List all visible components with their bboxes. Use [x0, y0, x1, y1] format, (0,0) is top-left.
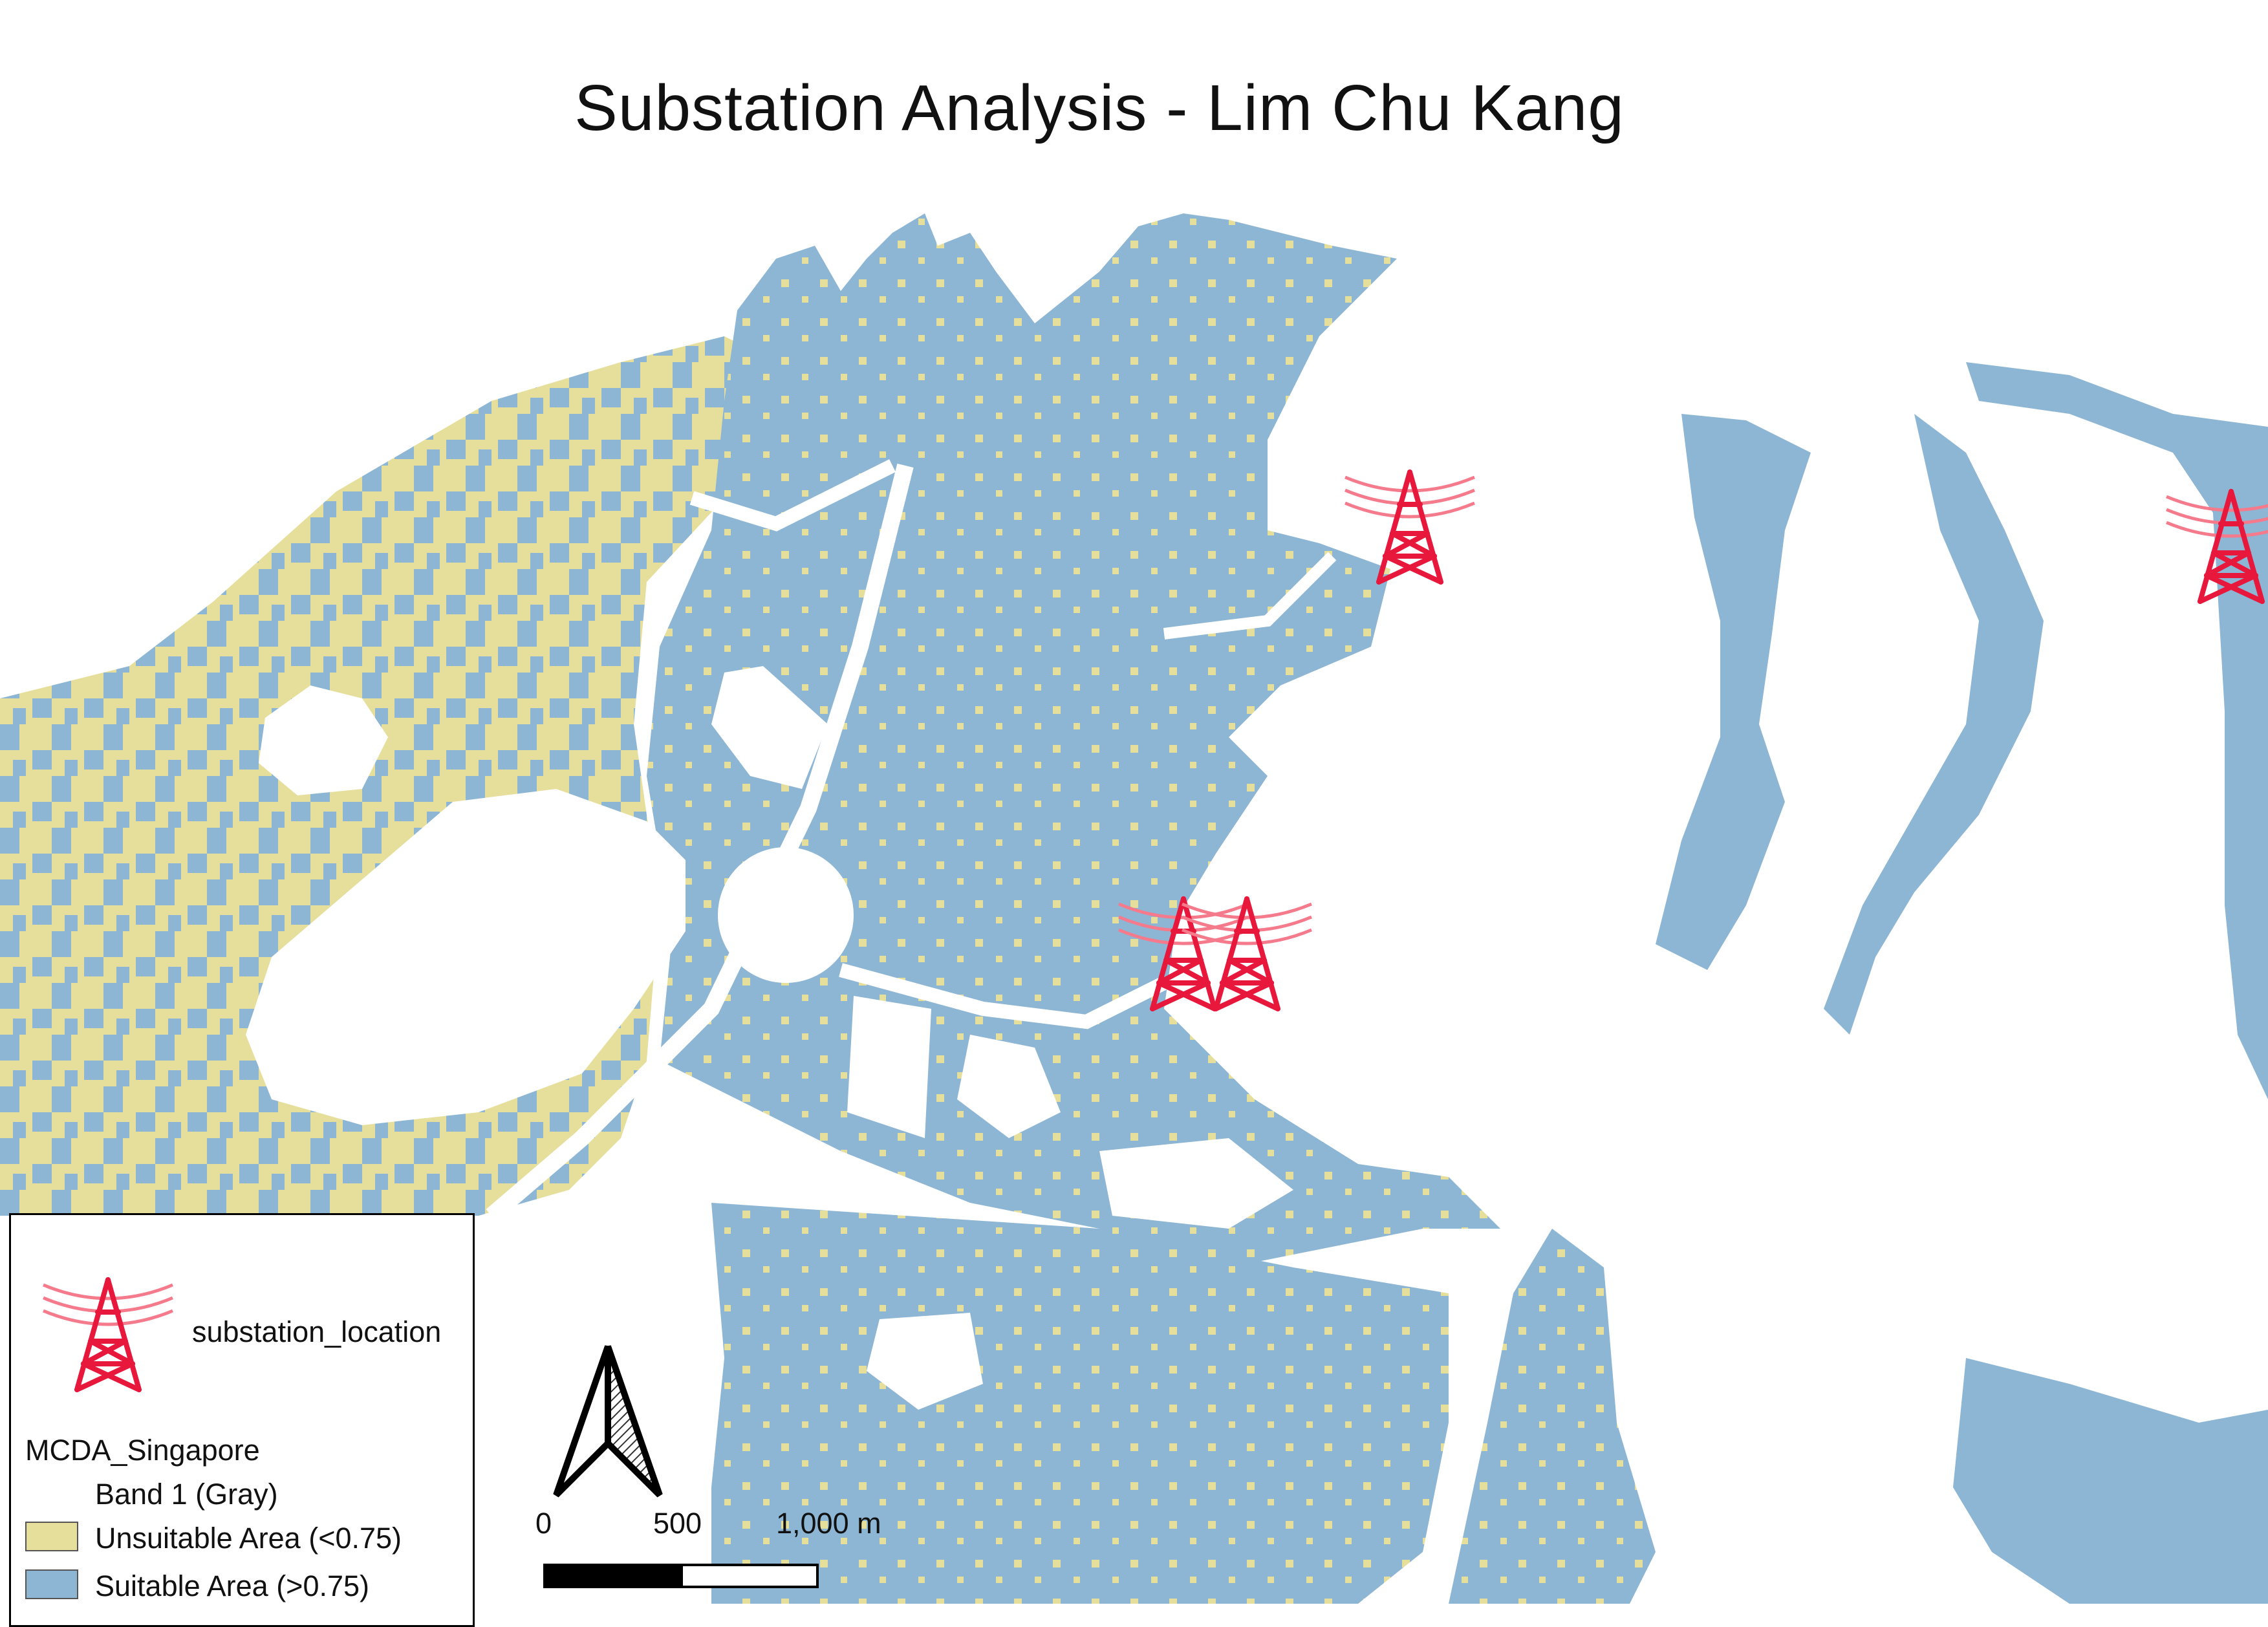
clearing-d: [867, 1313, 983, 1410]
region-east-strip-c: [1966, 362, 2268, 582]
clearing-a: [711, 666, 828, 789]
lake-small: [259, 685, 388, 795]
scale-label-1000: 1,000 m: [776, 1507, 881, 1540]
north-arrow-icon: [553, 1345, 663, 1498]
legend-layer-name: MCDA_Singapore: [25, 1434, 260, 1467]
scale-label-500: 500: [653, 1507, 702, 1540]
reservoir: [246, 789, 686, 1125]
region-south-central[interactable]: [711, 1203, 1449, 1604]
legend-swatch-suitable: [25, 1569, 78, 1599]
substation-marker[interactable]: [1345, 472, 1346, 473]
inlet: [1099, 1138, 1293, 1229]
road-east: [839, 963, 1167, 1029]
legend-tower-icon: [43, 1277, 173, 1392]
substation-marker[interactable]: [2166, 491, 2167, 492]
substation-marker[interactable]: [1182, 899, 1183, 900]
legend-substation-label: substation_location: [192, 1315, 442, 1348]
scale-label-0: 0: [535, 1507, 552, 1540]
region-east-strip-a: [1656, 414, 1811, 970]
roundabout: [718, 847, 854, 983]
scale-bar: 0 500 1,000 m: [530, 1507, 892, 1604]
region-east-strip-d: [2212, 479, 2268, 1099]
clearing-b: [847, 996, 931, 1138]
legend-class-unsuitable: Unsuitable Area (<0.75): [95, 1522, 402, 1555]
transmission-tower-icon: [43, 1277, 173, 1392]
road-north: [689, 459, 896, 532]
legend-band-label: Band 1 (Gray): [95, 1478, 278, 1511]
legend-class-suitable: Suitable Area (>0.75): [95, 1569, 370, 1602]
map-title: Substation Analysis - Lim Chu Kang: [574, 72, 1625, 144]
legend: substation_location MCDA_Singapore Band …: [9, 1213, 475, 1627]
region-east-strip-b: [1824, 414, 2044, 1035]
legend-swatch-unsuitable: [25, 1522, 78, 1551]
region-southeast: [1449, 1229, 1656, 1604]
region-southeast-b: [1953, 1358, 2268, 1604]
clearing-c: [957, 1035, 1061, 1138]
scale-bar-graphic: [543, 1564, 819, 1588]
road-northeast: [1163, 552, 1337, 640]
